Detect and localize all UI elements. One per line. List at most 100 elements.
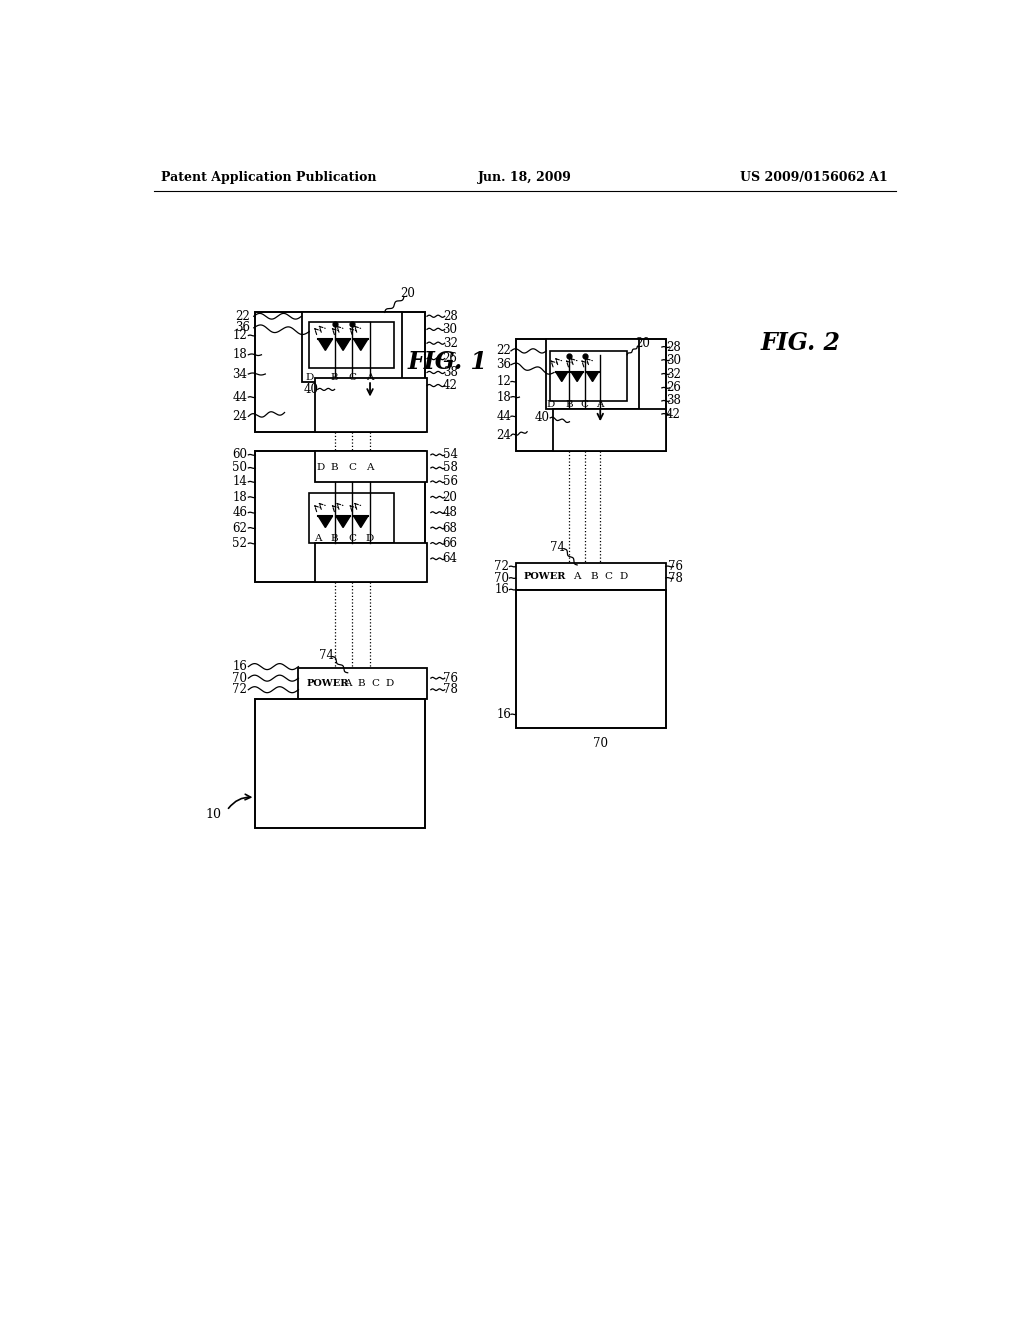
- Text: 28: 28: [666, 341, 681, 354]
- Text: 54: 54: [442, 449, 458, 462]
- Bar: [309, 494, 394, 544]
- Text: 42: 42: [442, 379, 458, 392]
- Bar: [553, 409, 666, 451]
- Text: B: B: [331, 372, 338, 381]
- Text: C: C: [604, 572, 612, 581]
- Text: 26: 26: [666, 381, 681, 395]
- Text: 42: 42: [666, 408, 681, 421]
- Text: D: D: [305, 372, 313, 381]
- Text: 70: 70: [232, 672, 248, 685]
- Text: FIG. 1: FIG. 1: [408, 350, 487, 375]
- Text: Patent Application Publication: Patent Application Publication: [162, 172, 377, 185]
- Bar: [550, 351, 628, 401]
- Text: A: A: [344, 678, 351, 688]
- Text: POWER: POWER: [306, 678, 348, 688]
- Polygon shape: [336, 339, 350, 350]
- Text: C: C: [348, 372, 356, 381]
- Text: 64: 64: [442, 552, 458, 565]
- Polygon shape: [336, 516, 350, 528]
- Text: 40: 40: [535, 412, 550, 425]
- Text: 30: 30: [666, 354, 681, 367]
- Text: 72: 72: [232, 684, 248, 696]
- Polygon shape: [587, 372, 599, 381]
- Text: 44: 44: [232, 391, 248, 404]
- Text: A: A: [597, 400, 604, 408]
- Bar: [315, 378, 427, 432]
- Text: 78: 78: [669, 572, 683, 585]
- Text: 48: 48: [442, 506, 458, 519]
- Text: 60: 60: [232, 449, 248, 462]
- Bar: [309, 322, 394, 368]
- Text: C: C: [372, 678, 380, 688]
- Text: 18: 18: [232, 491, 247, 504]
- Text: 22: 22: [234, 310, 250, 323]
- Text: 10: 10: [206, 808, 222, 821]
- Text: D: D: [366, 535, 374, 544]
- Text: 34: 34: [232, 367, 248, 380]
- Polygon shape: [318, 339, 333, 350]
- Text: 66: 66: [442, 537, 458, 550]
- Bar: [255, 313, 425, 432]
- Text: A: A: [367, 372, 374, 381]
- Text: B: B: [331, 463, 338, 473]
- Text: 20: 20: [442, 491, 458, 504]
- Text: 76: 76: [669, 560, 683, 573]
- Text: B: B: [565, 400, 573, 408]
- Text: 46: 46: [232, 506, 248, 519]
- Text: 32: 32: [442, 337, 458, 350]
- Text: Jun. 18, 2009: Jun. 18, 2009: [478, 172, 571, 185]
- Bar: [315, 544, 427, 582]
- Text: 36: 36: [234, 321, 250, 334]
- Text: 16: 16: [495, 583, 509, 597]
- Polygon shape: [354, 516, 368, 528]
- Text: 24: 24: [232, 409, 248, 422]
- Text: US 2009/0156062 A1: US 2009/0156062 A1: [740, 172, 888, 185]
- Bar: [255, 700, 425, 829]
- Text: 36: 36: [497, 358, 512, 371]
- Text: B: B: [357, 678, 366, 688]
- Text: 12: 12: [232, 329, 247, 342]
- Text: 26: 26: [442, 352, 458, 366]
- Text: A: A: [573, 572, 581, 581]
- Text: 20: 20: [400, 286, 415, 300]
- Text: 70: 70: [593, 737, 608, 750]
- Bar: [515, 339, 666, 451]
- Text: 18: 18: [497, 391, 511, 404]
- Polygon shape: [318, 516, 333, 528]
- Bar: [547, 339, 639, 409]
- Text: C: C: [348, 535, 356, 544]
- Text: 52: 52: [232, 537, 248, 550]
- Text: A: A: [314, 535, 322, 544]
- Text: 76: 76: [442, 672, 458, 685]
- Text: 38: 38: [666, 395, 681, 408]
- Text: 74: 74: [319, 648, 335, 661]
- Text: 12: 12: [497, 375, 511, 388]
- Text: 70: 70: [495, 572, 509, 585]
- Text: 38: 38: [442, 366, 458, 379]
- Text: 22: 22: [497, 345, 511, 358]
- Bar: [515, 590, 666, 729]
- Polygon shape: [556, 372, 568, 381]
- Text: C: C: [581, 400, 589, 408]
- Text: 74: 74: [551, 541, 565, 554]
- Bar: [301, 313, 401, 381]
- Text: B: B: [590, 572, 598, 581]
- Text: B: B: [331, 535, 338, 544]
- Text: 20: 20: [635, 337, 650, 350]
- Text: 58: 58: [442, 462, 458, 474]
- Polygon shape: [571, 372, 584, 381]
- Text: 68: 68: [442, 521, 458, 535]
- Text: 30: 30: [442, 323, 458, 335]
- Text: 62: 62: [232, 521, 248, 535]
- Text: 16: 16: [232, 660, 248, 673]
- Text: 40: 40: [304, 383, 319, 396]
- Bar: [298, 668, 427, 700]
- Text: C: C: [348, 463, 356, 473]
- Text: POWER: POWER: [523, 572, 565, 581]
- Text: 16: 16: [497, 708, 511, 721]
- Text: 78: 78: [442, 684, 458, 696]
- Bar: [515, 562, 666, 590]
- Bar: [315, 451, 427, 482]
- Polygon shape: [354, 339, 368, 350]
- Text: D: D: [546, 400, 554, 408]
